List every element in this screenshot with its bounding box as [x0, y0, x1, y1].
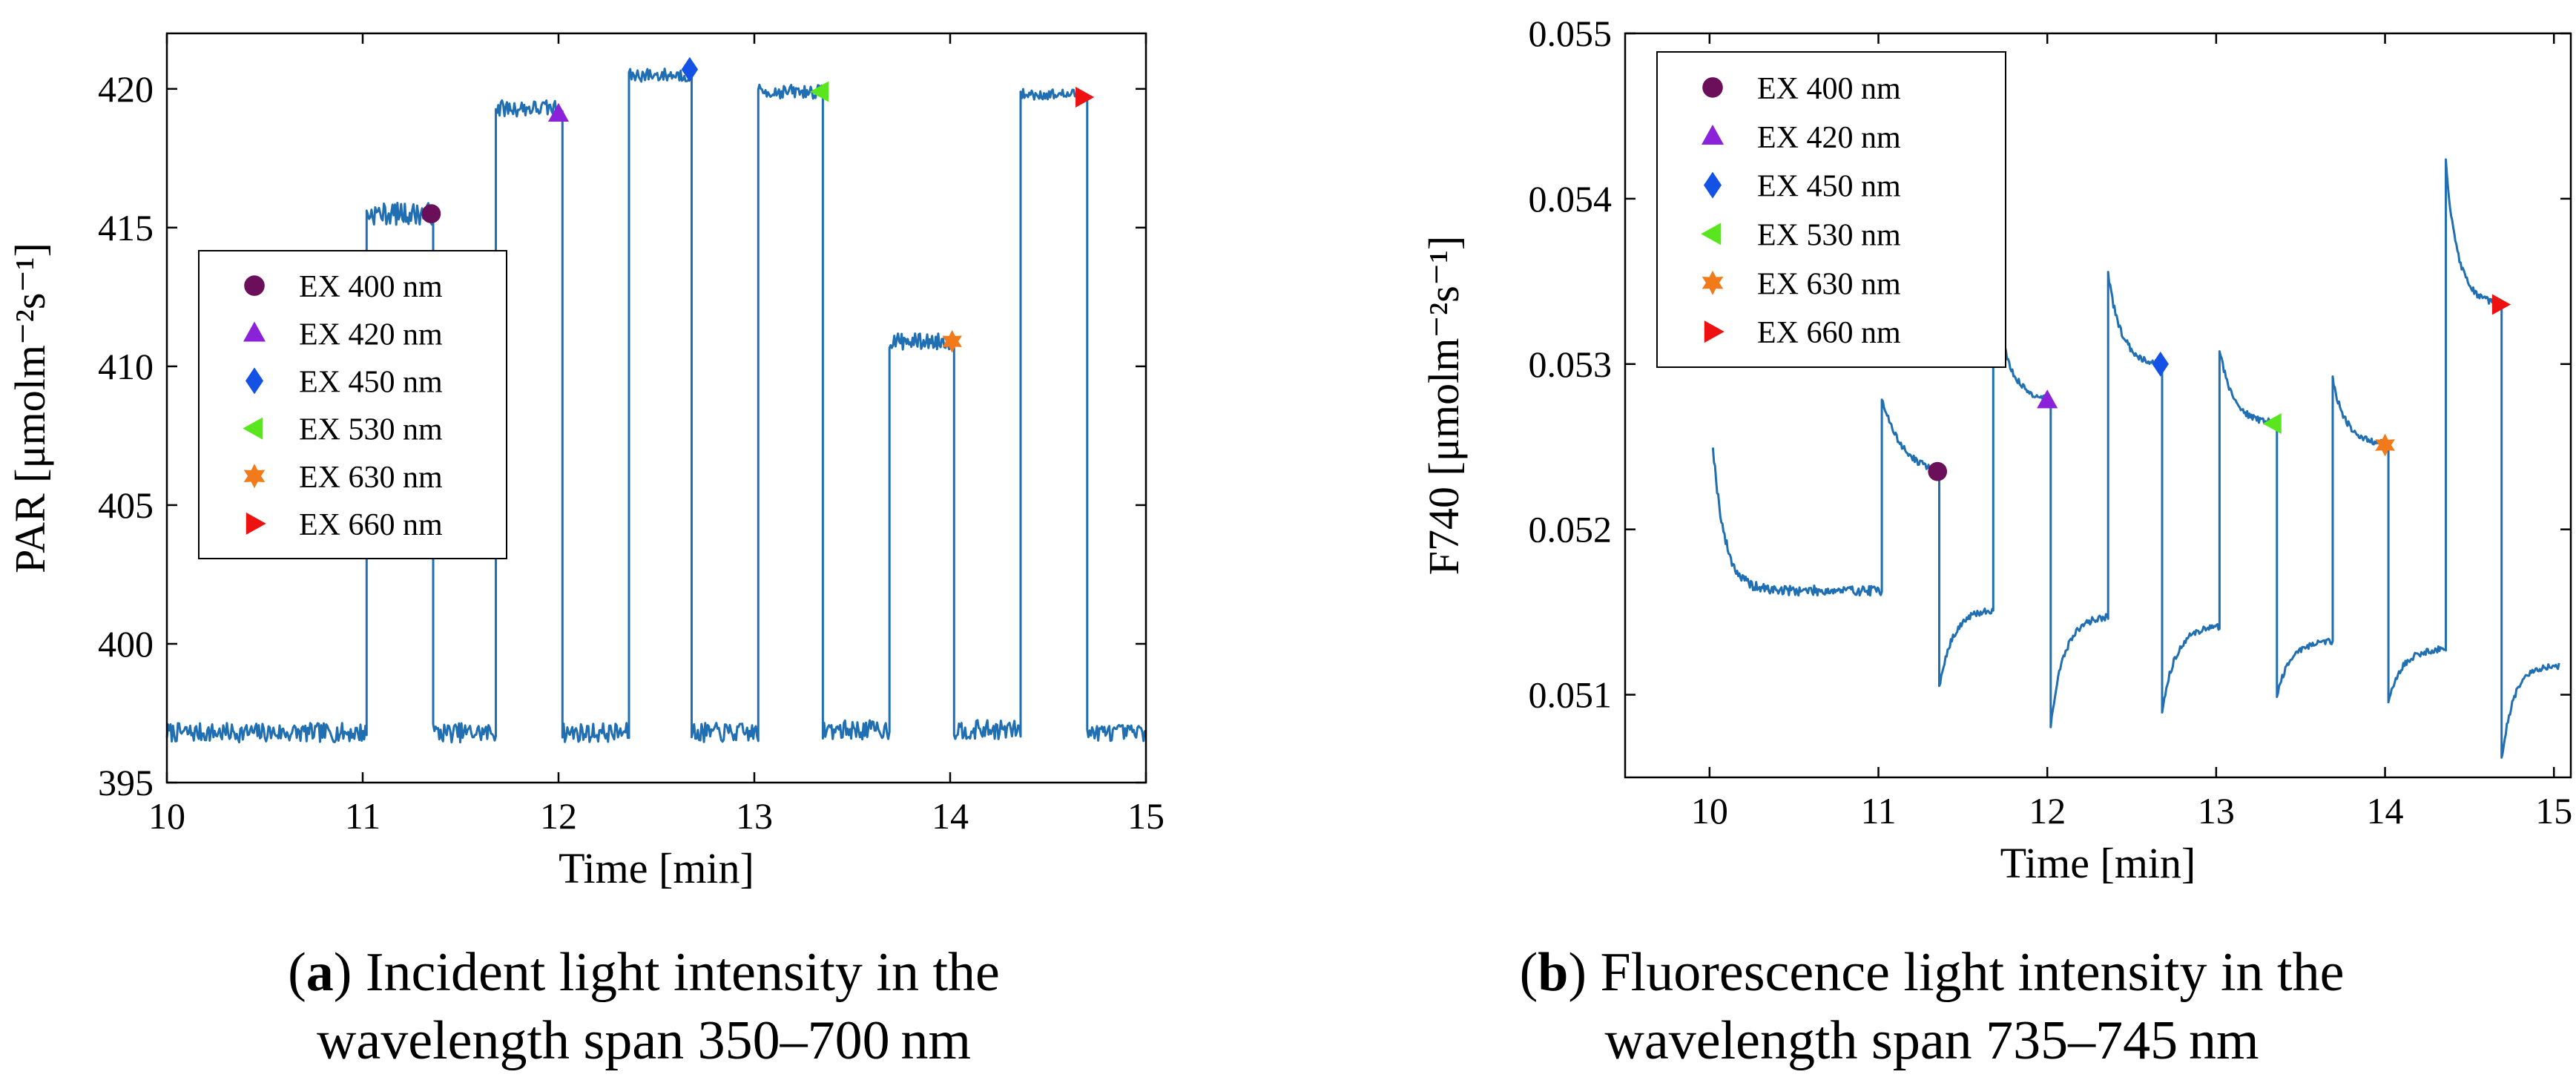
ytick-label-a-0: 395: [98, 762, 154, 803]
xaxis-label-a: Time [min]: [559, 844, 754, 892]
legend-label-b-4: EX 630 nm: [1757, 267, 1901, 301]
legend-label-b-1: EX 420 nm: [1757, 121, 1901, 155]
chart-panel-a: 10 11 12 13 14 15 395 400 405 410 415 420 Time [min]…: [0, 32, 1288, 1075]
xtick-label-b-5: 15: [2535, 790, 2572, 832]
caption-a-line1: (a) Incident light intensity in the: [288, 942, 1000, 1003]
caption-b-line1: (b) Fluorescence light intensity in the: [1519, 942, 2345, 1003]
legend-label-a-5: EX 660 nm: [299, 508, 443, 542]
marker-b-3: [2262, 413, 2282, 435]
marker-a-0: [421, 204, 441, 224]
marker-a-3: [810, 81, 829, 102]
xtick-label-a-3: 13: [736, 795, 773, 837]
legend-label-b-2: EX 450 nm: [1757, 170, 1901, 204]
marker-b-0: [1928, 461, 1948, 481]
xtick-label-a-0: 10: [148, 795, 185, 837]
yaxis-label-a: PAR [μmolm⁻²s⁻¹]: [6, 243, 54, 573]
legend-marker-b-3: [1701, 223, 1722, 246]
caption-a-label: a: [306, 942, 334, 1003]
legend-marker-b-1: [1702, 125, 1724, 145]
series-line-b: [1711, 158, 2560, 759]
marker-b-5: [2491, 294, 2511, 315]
caption-a: (a) Incident light intensity in the wave…: [0, 938, 1288, 1075]
xtick-label-b-3: 13: [2198, 790, 2235, 832]
f740-chart: 10 11 12 13 14 15 0.051 0.052 0.053 0.054 0.055 Tim…: [1420, 13, 2572, 887]
legend-marker-a-5: [246, 512, 266, 535]
caption-b-label: b: [1538, 942, 1569, 1003]
xaxis-label-b: Time [min]: [2000, 839, 2196, 887]
legend-box-b: [1656, 51, 2006, 368]
marker-b-2: [2152, 351, 2169, 377]
yaxis-label-b: F740 [μmolm⁻²s⁻¹]: [1420, 236, 1468, 575]
xtick-label-a-2: 12: [540, 795, 577, 837]
ytick-label-b-3: 0.054: [1529, 178, 1613, 220]
legend-marker-a-0: [244, 275, 265, 296]
legend-a: EX 400 nm EX 420 nm EX 450 nm EX 530 nm EX 6…: [198, 250, 507, 559]
marker-a-4: [942, 329, 962, 353]
plot-frame-a: [165, 32, 1147, 784]
ytick-label-a-3: 410: [98, 346, 154, 387]
ytick-label-b-1: 0.052: [1529, 509, 1613, 550]
xtick-label-a-4: 14: [932, 795, 969, 837]
xtick-label-b-1: 11: [1860, 790, 1896, 832]
ytick-label-a-4: 415: [98, 207, 154, 248]
marker-a-2: [681, 56, 699, 82]
legend-marker-a-1: [243, 321, 266, 342]
legend-marker-a-2: [246, 367, 263, 395]
chart-panel-b: 10 11 12 13 14 15 0.051 0.052 0.053 0.054 0.055 Tim…: [1288, 0, 2576, 1083]
legend-label-a-1: EX 420 nm: [299, 317, 443, 352]
legend-label-a-4: EX 630 nm: [299, 461, 443, 495]
legend-marker-a-3: [243, 417, 263, 440]
marker-b-1: [2037, 389, 2058, 409]
marker-a-5: [1075, 87, 1095, 108]
series-line-a: [165, 68, 1147, 744]
legend-marker-b-2: [1704, 171, 1722, 199]
legend-label-b-3: EX 530 nm: [1757, 218, 1901, 252]
legend-label-b-0: EX 400 nm: [1757, 72, 1901, 106]
legend-marker-b-5: [1704, 320, 1725, 343]
caption-b: (b) Fluorescence light intensity in the …: [1288, 938, 2576, 1075]
xtick-label-b-0: 10: [1691, 790, 1728, 832]
marker-b-4: [2375, 433, 2395, 457]
caption-b-line2: wavelength span 735–745 nm: [1604, 1010, 2259, 1071]
legend-label-a-0: EX 400 nm: [299, 270, 443, 304]
legend-b: EX 400 nm EX 420 nm EX 450 nm EX 530 nm EX 6…: [1656, 51, 2006, 368]
ytick-label-a-5: 420: [98, 68, 154, 110]
marker-a-1: [548, 102, 569, 122]
ytick-label-b-0: 0.051: [1529, 674, 1613, 716]
xtick-label-b-4: 14: [2367, 790, 2404, 832]
par-chart: 10 11 12 13 14 15 395 400 405 410 415 420 Time [min]…: [6, 32, 1165, 892]
ytick-label-a-2: 405: [98, 484, 154, 526]
legend-label-a-2: EX 450 nm: [299, 365, 443, 399]
legend-marker-b-4: [1702, 270, 1724, 295]
legend-label-b-5: EX 660 nm: [1757, 316, 1901, 350]
xtick-label-a-5: 15: [1127, 795, 1165, 837]
ytick-label-b-2: 0.053: [1529, 343, 1613, 385]
caption-a-line2: wavelength span 350–700 nm: [316, 1010, 972, 1071]
plot-frame-b: [1624, 32, 2572, 779]
caption-b-text: Fluorescence light intensity in the: [1600, 942, 2345, 1003]
xtick-label-b-2: 12: [2029, 790, 2066, 832]
caption-a-text: Incident light intensity in the: [365, 942, 1000, 1003]
legend-marker-a-4: [243, 464, 266, 489]
ytick-label-a-1: 400: [98, 623, 154, 665]
legend-box-a: [198, 250, 507, 559]
legend-label-a-3: EX 530 nm: [299, 413, 443, 447]
xtick-label-a-1: 11: [345, 795, 381, 837]
legend-marker-b-0: [1702, 77, 1723, 98]
ytick-label-b-4: 0.055: [1529, 13, 1613, 54]
